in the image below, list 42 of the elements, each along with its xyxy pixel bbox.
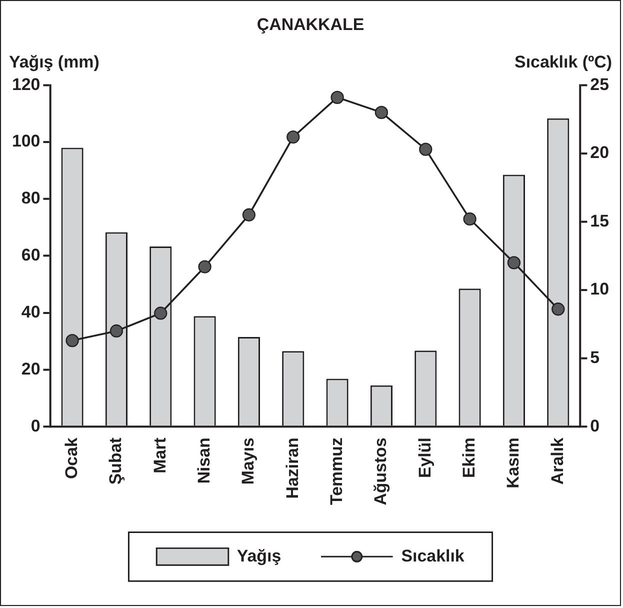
legend-label: Sıcaklık	[401, 546, 465, 566]
y2-tick-label: 0	[590, 416, 600, 436]
x-tick-label: Eylül	[415, 438, 434, 478]
x-tick-label: Kasım	[504, 438, 523, 488]
y-tick-label: 40	[21, 302, 40, 322]
point	[463, 212, 476, 226]
y2-axis-title: Sıcaklık (ºC)	[514, 52, 612, 72]
y-tick-label: 120	[12, 74, 40, 94]
y2-tick-label: 5	[590, 348, 600, 367]
point	[507, 256, 521, 270]
x-tick-label: Haziran	[282, 438, 302, 499]
point	[419, 142, 432, 156]
x-tick-label: Aralık	[548, 436, 567, 485]
point	[110, 324, 124, 338]
y-tick-label: 60	[21, 246, 40, 265]
point	[552, 302, 565, 316]
point	[154, 306, 168, 320]
point	[66, 334, 79, 348]
point	[330, 90, 344, 104]
x-tick-label: Temmuz	[326, 438, 346, 506]
x-tick-label: Mart	[150, 437, 170, 474]
y-tick-label: 20	[21, 359, 40, 378]
x-tick-label: Ekim	[459, 438, 478, 478]
y-tick-label: 80	[21, 188, 40, 208]
y-tick-label: 100	[12, 132, 40, 151]
point	[242, 208, 256, 222]
y2-tick-label: 25	[590, 74, 610, 94]
y2-tick-label: 15	[590, 211, 610, 230]
x-tick-label: Mayıs	[238, 438, 258, 485]
point	[374, 106, 388, 120]
chart-title: ÇANAKKALE	[256, 14, 364, 34]
x-tick-label: Ocak	[62, 436, 81, 479]
y-tick-label: 0	[30, 416, 40, 436]
legend-label: Yağış	[236, 546, 282, 566]
y2-tick-label: 20	[590, 143, 610, 162]
y2-tick-label: 10	[590, 280, 610, 299]
x-tick-label: Şubat	[106, 437, 126, 485]
point	[286, 130, 300, 144]
y-axis-title: Yağış (mm)	[8, 52, 100, 72]
x-tick-label: Ağustos	[371, 438, 390, 506]
point	[198, 260, 212, 274]
x-tick-label: Nisan	[194, 438, 214, 484]
